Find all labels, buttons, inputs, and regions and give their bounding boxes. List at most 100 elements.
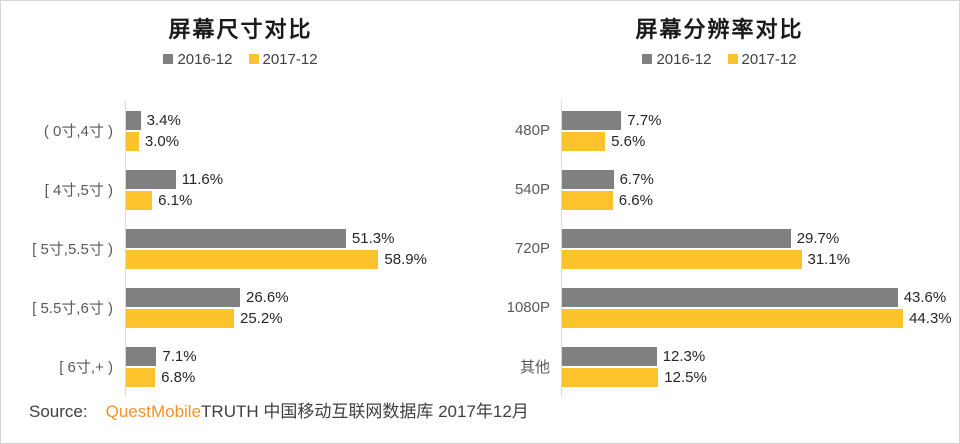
category-label: [ 5寸,5.5寸 ) [32, 241, 113, 258]
bar-group: 51.3% 58.9% [125, 219, 480, 278]
legend-item-2017-12: 2017-12 [248, 50, 318, 68]
bar-line: 12.3% [562, 346, 959, 366]
bars-area-screen-resolution: 480P 7.7% 5.6% 540P 6.7% 6.6% 720P 29.7% 31.1% 10… [480, 101, 959, 396]
bar-2016-12 [126, 228, 346, 248]
legend-item-2016-12: 2016-12 [163, 50, 233, 68]
chart-row: 480P 7.7% 5.6% [480, 101, 959, 160]
bar-line: 31.1% [562, 249, 959, 269]
chart-row: 540P 6.7% 6.6% [480, 160, 959, 219]
data-label: 6.1% [158, 191, 193, 209]
source-text: TRUTH 中国移动互联网数据库 2017年12月 [201, 402, 529, 421]
bar-group: 7.1% 6.8% [125, 337, 480, 396]
bar-2016-12 [126, 346, 157, 366]
bar-2016-12 [126, 110, 141, 130]
bar-2017-12 [126, 131, 139, 151]
source-label: Source: [29, 402, 88, 421]
data-label: 43.6% [903, 288, 947, 306]
data-label: 12.5% [664, 368, 707, 386]
legend-screen-size: 2016-12 2017-12 [1, 49, 480, 69]
data-label: 58.9% [384, 250, 427, 268]
chart-row: [ 6寸,+ ) 7.1% 6.8% [1, 337, 480, 396]
bar-group: 43.6% 44.3% [561, 278, 959, 337]
bar-line: 7.1% [126, 346, 480, 366]
bar-2017-12 [126, 190, 153, 210]
bar-line: 6.1% [126, 190, 480, 210]
bar-2016-12 [562, 228, 791, 248]
category-label: 1080P [506, 299, 550, 316]
chart-row: ( 0寸,4寸 ) 3.4% 3.0% [1, 101, 480, 160]
bars-area-screen-size: ( 0寸,4寸 ) 3.4% 3.0% [ 4寸,5寸 ) 11.6% 6.1% [ 5寸,… [1, 101, 480, 396]
legend-label-2017-12: 2017-12 [262, 50, 318, 68]
bar-line: 6.6% [562, 190, 959, 210]
bar-2016-12 [126, 287, 240, 307]
bar-line: 6.7% [562, 169, 959, 189]
bar-line: 26.6% [126, 287, 480, 307]
category-label: [ 6寸,+ ) [59, 359, 113, 376]
charts-container: 屏幕尺寸对比 2016-12 2017-12 ( 0寸,4寸 ) 3.4% 3.0%… [1, 1, 959, 396]
data-label: 6.8% [161, 368, 196, 386]
source-line: Source: QuestMobileTRUTH 中国移动互联网数据库 2017年… [29, 400, 959, 424]
data-label: 3.4% [146, 111, 181, 129]
bar-2017-12 [562, 249, 802, 269]
data-label: 12.3% [662, 347, 706, 365]
bar-line: 43.6% [562, 287, 959, 307]
source-brand-questmobile: QuestMobile [105, 402, 202, 421]
bar-group: 26.6% 25.2% [125, 278, 480, 337]
legend-swatch-2016-12-icon [642, 54, 653, 64]
bar-2017-12 [126, 249, 379, 269]
bar-line: 44.3% [562, 308, 959, 328]
legend-swatch-2017-12-icon [248, 54, 259, 64]
legend-swatch-2016-12-icon [163, 54, 174, 64]
legend-swatch-2017-12-icon [727, 54, 738, 64]
chart-row: [ 5寸,5.5寸 ) 51.3% 58.9% [1, 219, 480, 278]
data-label: 25.2% [240, 309, 283, 327]
category-label: ( 0寸,4寸 ) [43, 123, 113, 140]
bar-2016-12 [562, 287, 898, 307]
chart-row: [ 4寸,5寸 ) 11.6% 6.1% [1, 160, 480, 219]
chart-row: 1080P 43.6% 44.3% [480, 278, 959, 337]
category-label: 其他 [519, 359, 550, 376]
data-label: 7.7% [627, 111, 662, 129]
bar-group: 6.7% 6.6% [561, 160, 959, 219]
category-label: 480P [514, 122, 550, 139]
bar-line: 3.0% [126, 131, 480, 151]
data-label: 26.6% [246, 288, 289, 306]
data-label: 6.7% [619, 170, 654, 188]
category-label: [ 4寸,5寸 ) [44, 182, 113, 199]
bar-2016-12 [126, 169, 176, 189]
chart-title-screen-resolution: 屏幕分辨率对比 [635, 17, 804, 42]
legend-label-2017-12: 2017-12 [741, 50, 797, 68]
category-label: [ 5.5寸,6寸 ) [32, 300, 113, 317]
bar-2016-12 [562, 110, 622, 130]
bar-2017-12 [562, 367, 659, 387]
data-label: 51.3% [351, 229, 395, 247]
data-label: 31.1% [807, 250, 851, 268]
bar-line: 7.7% [562, 110, 959, 130]
chart-row: 720P 29.7% 31.1% [480, 219, 959, 278]
bar-group: 12.3% 12.5% [561, 337, 959, 396]
legend-label-2016-12: 2016-12 [177, 50, 233, 68]
bar-line: 3.4% [126, 110, 480, 130]
bar-line: 12.5% [562, 367, 959, 387]
chart-title-screen-size: 屏幕尺寸对比 [168, 17, 313, 42]
legend-item-2017-12: 2017-12 [727, 50, 797, 68]
data-label: 11.6% [181, 170, 224, 188]
chart-row: [ 5.5寸,6寸 ) 26.6% 25.2% [1, 278, 480, 337]
chart-screen-resolution: 屏幕分辨率对比 2016-12 2017-12 480P 7.7% 5.6% 540P… [480, 1, 959, 396]
chart-screen-size: 屏幕尺寸对比 2016-12 2017-12 ( 0寸,4寸 ) 3.4% 3.0%… [1, 1, 480, 396]
bar-2017-12 [562, 131, 606, 151]
bar-2017-12 [126, 367, 156, 387]
bar-2017-12 [126, 308, 234, 328]
data-label: 3.0% [144, 132, 180, 150]
bar-2016-12 [562, 346, 657, 366]
bar-line: 51.3% [126, 228, 480, 248]
legend-label-2016-12: 2016-12 [656, 50, 712, 68]
category-label: 540P [514, 181, 550, 198]
bar-line: 58.9% [126, 249, 480, 269]
bar-line: 25.2% [126, 308, 480, 328]
data-label: 44.3% [909, 309, 952, 327]
bar-2016-12 [562, 169, 614, 189]
legend-item-2016-12: 2016-12 [642, 50, 712, 68]
bar-group: 11.6% 6.1% [125, 160, 480, 219]
